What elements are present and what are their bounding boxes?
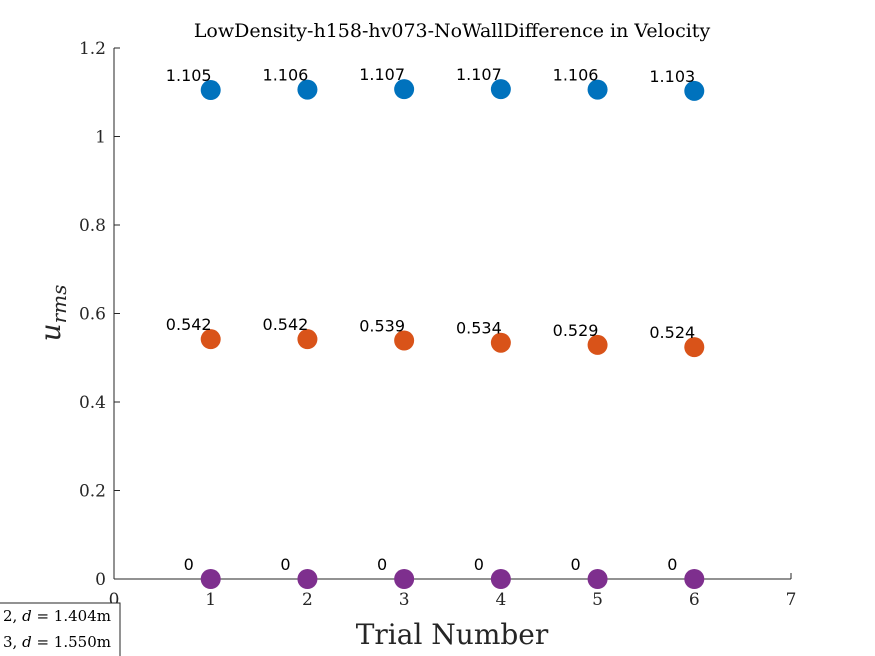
x-tick-label: 3 [399, 590, 410, 610]
data-label-series-3: 0 [377, 555, 387, 574]
data-labels: 1.105 1.106 1.107 1.107 1.106 1.103 0.542 0.542… [166, 65, 695, 574]
data-label-series-2: 0.529 [553, 321, 599, 340]
x-tick-label: 4 [495, 590, 506, 610]
y-tick-label: 0.4 [79, 393, 106, 413]
data-point-series-1 [490, 79, 511, 100]
y-tick-label: 1 [95, 128, 106, 148]
data-point-series-3 [200, 569, 221, 589]
data-label-series-1: 1.107 [359, 65, 405, 84]
legend-entry-2: 3, d = 1.550m [3, 633, 111, 651]
data-label-series-1: 1.106 [263, 66, 309, 85]
data-label-series-3: 0 [184, 555, 194, 574]
y-tick-label: 0.8 [79, 216, 106, 236]
data-point-series-1 [587, 79, 608, 100]
legend-box [0, 602, 121, 656]
data-label-series-3: 0 [280, 555, 290, 574]
legend: 2, d = 1.404m 3, d = 1.550m [0, 602, 121, 656]
data-label-series-3: 0 [667, 555, 677, 574]
data-point-series-2 [490, 332, 511, 353]
data-point-series-2 [394, 330, 415, 351]
data-label-series-1: 1.103 [649, 67, 695, 86]
x-tick-label: 1 [205, 590, 216, 610]
data-label-series-1: 1.106 [553, 66, 599, 85]
legend-entry-1: 2, d = 1.404m [3, 607, 111, 625]
legend-entry-1-suffix: = 1.404m [32, 607, 111, 625]
y-axis-label-subscript: rms [47, 285, 71, 324]
data-point-series-3 [297, 569, 318, 589]
y-tick-label: 0.2 [79, 482, 106, 502]
legend-entry-1-var: d [22, 607, 32, 625]
data-label-series-2: 0.524 [649, 323, 695, 342]
data-point-series-1 [297, 79, 318, 100]
x-axis-label: Trial Number [356, 618, 549, 651]
data-label-series-2: 0.542 [166, 315, 212, 334]
x-tick-label: 7 [786, 590, 797, 610]
y-tick-label: 1.2 [79, 39, 106, 59]
y-tick-label: 0.6 [79, 305, 106, 325]
data-point-series-2 [684, 337, 705, 358]
data-point-series-3 [490, 569, 511, 589]
data-label-series-3: 0 [474, 555, 484, 574]
data-point-series-1 [684, 80, 705, 101]
data-point-series-2 [200, 329, 221, 350]
data-label-series-2: 0.539 [359, 316, 405, 335]
legend-entry-2-suffix: = 1.550m [32, 633, 111, 651]
axes: 0 1 2 3 4 5 6 700.20.40.60.811.2 [79, 39, 796, 610]
legend-entry-1-prefix: 2, [3, 607, 22, 625]
data-point-series-2 [297, 329, 318, 350]
y-axis-label: urms [34, 285, 71, 342]
legend-entry-2-var: d [22, 633, 32, 651]
data-label-series-1: 1.105 [166, 66, 212, 85]
legend-entry-2-prefix: 3, [3, 633, 22, 651]
data-point-series-1 [394, 79, 415, 100]
data-label-series-2: 0.534 [456, 319, 502, 338]
x-tick-label: 2 [302, 590, 313, 610]
data-point-series-1 [200, 80, 221, 101]
chart-title: LowDensity-h158-hv073-NoWallDifference i… [194, 20, 711, 42]
x-tick-label: 6 [689, 590, 700, 610]
data-point-series-2 [587, 334, 608, 355]
data-label-series-2: 0.542 [263, 315, 309, 334]
x-tick-label: 5 [592, 590, 603, 610]
data-marks [200, 79, 705, 589]
data-label-series-1: 1.107 [456, 65, 502, 84]
y-tick-label: 0 [95, 570, 106, 590]
data-point-series-3 [587, 569, 608, 589]
data-point-series-3 [684, 569, 705, 589]
y-axis-label-main: u [34, 323, 67, 341]
data-label-series-3: 0 [570, 555, 580, 574]
x-tick-label: 0 [109, 590, 120, 610]
data-point-series-3 [394, 569, 415, 589]
